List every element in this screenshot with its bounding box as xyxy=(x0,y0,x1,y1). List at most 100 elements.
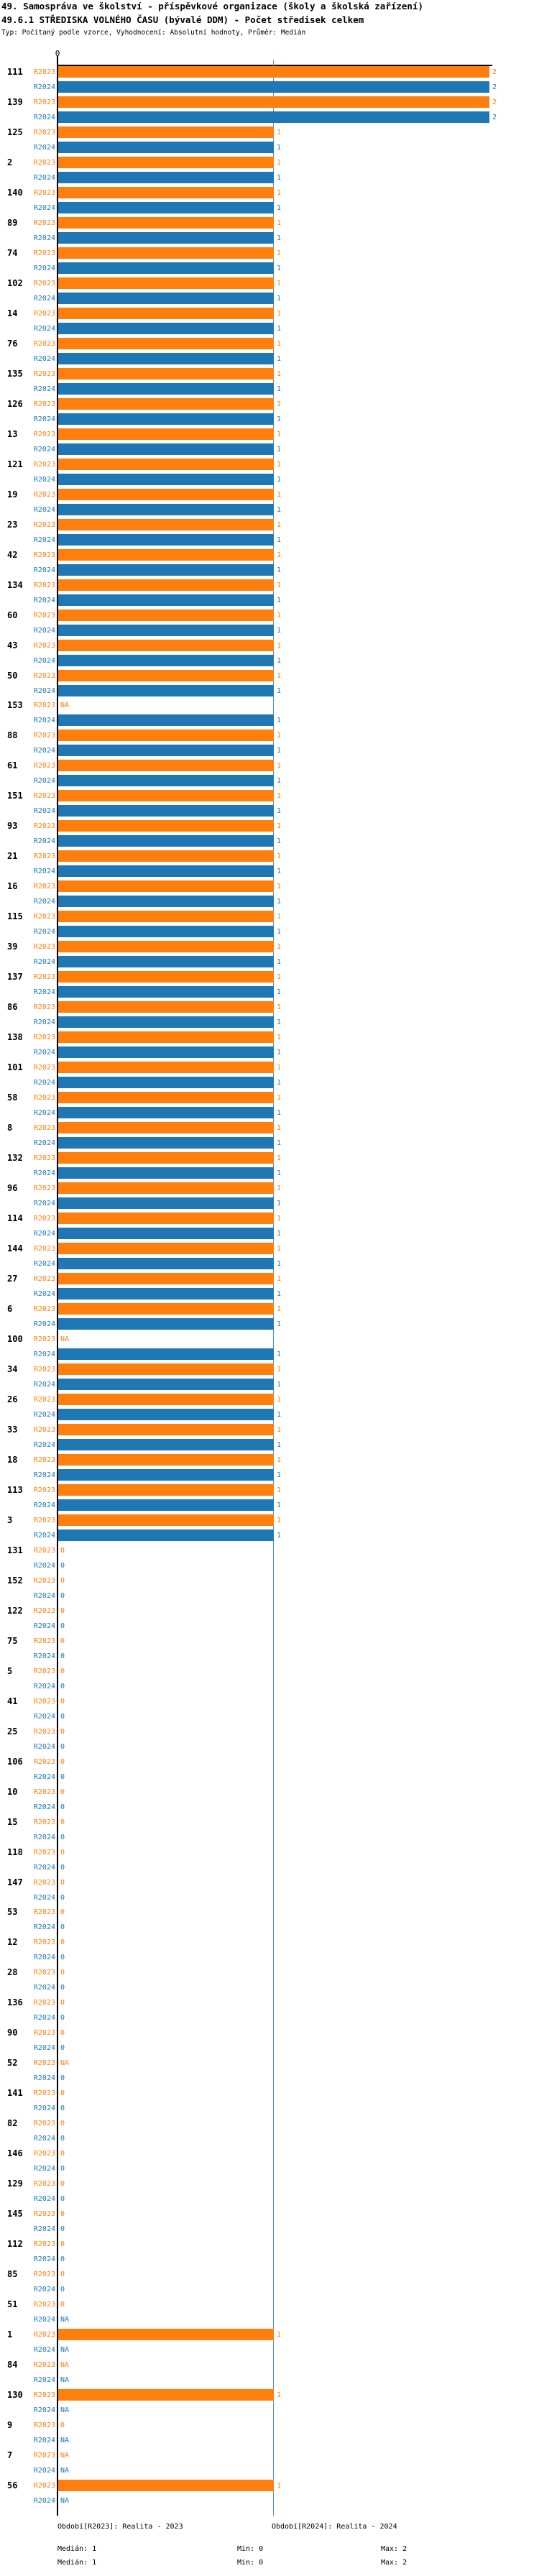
value-label-r2023: 1 xyxy=(277,913,282,921)
bar-r2024 xyxy=(58,172,274,183)
series-label-r2024: R2024 xyxy=(33,566,55,574)
series-label-r2024: R2024 xyxy=(33,837,55,845)
bar-r2023 xyxy=(58,911,274,922)
group-label: 9 xyxy=(7,2420,13,2430)
series-label-r2024: R2024 xyxy=(33,1471,55,1479)
bar-r2024 xyxy=(58,142,274,153)
value-label-r2023: 0 xyxy=(60,1577,65,1585)
value-label-r2024: 1 xyxy=(277,1471,282,1479)
value-label-r2024: 1 xyxy=(277,687,282,695)
group-label: 153 xyxy=(7,700,23,710)
value-label-r2024: 0 xyxy=(60,1743,65,1751)
series-label-r2023: R2023 xyxy=(33,129,55,137)
bar-r2023 xyxy=(58,880,274,892)
bar-r2023 xyxy=(58,338,274,349)
series-label-r2023: R2023 xyxy=(33,1969,55,1977)
value-label-r2023: 1 xyxy=(277,1396,282,1404)
series-label-r2024: R2024 xyxy=(33,204,55,212)
group-label: 53 xyxy=(7,1907,18,1917)
bar-r2023 xyxy=(58,1152,274,1164)
group-label: 84 xyxy=(7,2360,18,2370)
series-label-r2023: R2023 xyxy=(33,370,55,378)
bar-r2023 xyxy=(58,217,274,229)
series-label-r2023: R2023 xyxy=(33,280,55,288)
value-label-r2023: 1 xyxy=(277,551,282,559)
series-label-r2024: R2024 xyxy=(33,2406,55,2414)
value-label-r2024: 1 xyxy=(277,1109,282,1117)
series-label-r2024: R2024 xyxy=(33,2104,55,2112)
value-label-r2023: 1 xyxy=(277,1245,282,1253)
bar-r2023 xyxy=(58,277,274,289)
series-label-r2024: R2024 xyxy=(33,2346,55,2354)
group-label: 140 xyxy=(7,188,23,198)
value-label-r2024: NA xyxy=(60,2437,70,2444)
series-label-r2024: R2024 xyxy=(33,1260,55,1268)
series-label-r2023: R2023 xyxy=(33,2452,55,2460)
group-label: 19 xyxy=(7,489,18,500)
legend-r2024-min: Min: 0 xyxy=(237,2559,264,2567)
value-label-r2023: 1 xyxy=(277,189,282,197)
value-label-r2024: 1 xyxy=(277,385,282,393)
value-label-r2024: 0 xyxy=(60,2225,65,2233)
bar-r2023 xyxy=(58,1243,274,1254)
value-label-r2023: 1 xyxy=(277,1003,282,1011)
x-axis-tick-label-0: 0 xyxy=(55,49,60,58)
group-label: 122 xyxy=(7,1606,23,1616)
bar-r2024 xyxy=(58,504,274,515)
series-label-r2024: R2024 xyxy=(33,1320,55,1328)
series-label-r2024: R2024 xyxy=(33,1713,55,1721)
legend-r2023-median: Medián: 1 xyxy=(57,2545,97,2553)
series-label-r2024: R2024 xyxy=(33,2165,55,2173)
group-label: 12 xyxy=(7,1937,18,1947)
group-label: 89 xyxy=(7,218,18,228)
value-label-r2024: 0 xyxy=(60,1803,65,1811)
bar-r2023 xyxy=(58,760,274,771)
value-label-r2024: 1 xyxy=(277,1411,282,1419)
value-label-r2024: 0 xyxy=(60,2014,65,2022)
legend-r2023-max: Max: 2 xyxy=(381,2545,407,2553)
value-label-r2024: 1 xyxy=(277,1260,282,1268)
value-label-r2024: 1 xyxy=(277,1049,282,1057)
bar-r2023 xyxy=(58,247,274,259)
group-label: 121 xyxy=(7,459,23,469)
bar-r2024 xyxy=(58,865,274,877)
bar-r2024 xyxy=(58,685,274,696)
series-label-r2024: R2024 xyxy=(33,234,55,242)
bar-r2024 xyxy=(58,1167,274,1179)
group-label: 90 xyxy=(7,2028,18,2038)
value-label-r2024: NA xyxy=(60,2497,70,2505)
series-label-r2024: R2024 xyxy=(33,506,55,514)
value-label-r2023: 0 xyxy=(60,2210,65,2218)
series-label-r2024: R2024 xyxy=(33,114,55,121)
series-label-r2024: R2024 xyxy=(33,2316,55,2324)
series-label-r2024: R2024 xyxy=(33,2376,55,2384)
group-label: 145 xyxy=(7,2209,23,2219)
group-label: 33 xyxy=(7,1425,18,1435)
series-label-r2023: R2023 xyxy=(33,943,55,951)
value-label-r2023: 1 xyxy=(277,1184,282,1192)
series-label-r2024: R2024 xyxy=(33,1803,55,1811)
bar-r2024 xyxy=(58,775,274,786)
bar-r2023 xyxy=(58,519,274,530)
series-label-r2024: R2024 xyxy=(33,1864,55,1872)
value-label-r2024: 1 xyxy=(277,536,282,544)
bar-r2023 xyxy=(58,489,274,500)
series-label-r2024: R2024 xyxy=(33,1169,55,1177)
group-label: 56 xyxy=(7,2480,18,2490)
value-label-r2024: 0 xyxy=(60,1864,65,1872)
bar-r2023 xyxy=(58,850,274,862)
group-label: 3 xyxy=(7,1515,13,1525)
group-label: 2 xyxy=(7,157,13,167)
bar-r2023 xyxy=(58,820,274,832)
value-label-r2023: 1 xyxy=(277,822,282,830)
bar-r2024 xyxy=(58,655,274,666)
series-label-r2024: R2024 xyxy=(33,1622,55,1630)
group-label: 135 xyxy=(7,369,23,379)
bar-r2023 xyxy=(58,1303,274,1315)
bar-r2024 xyxy=(58,1348,274,1360)
value-label-r2024: 0 xyxy=(60,2286,65,2294)
value-label-r2024: NA xyxy=(60,2467,70,2475)
series-label-r2024: R2024 xyxy=(33,1501,55,1509)
value-label-r2024: 0 xyxy=(60,2074,65,2082)
value-label-r2023: 0 xyxy=(60,2089,65,2097)
